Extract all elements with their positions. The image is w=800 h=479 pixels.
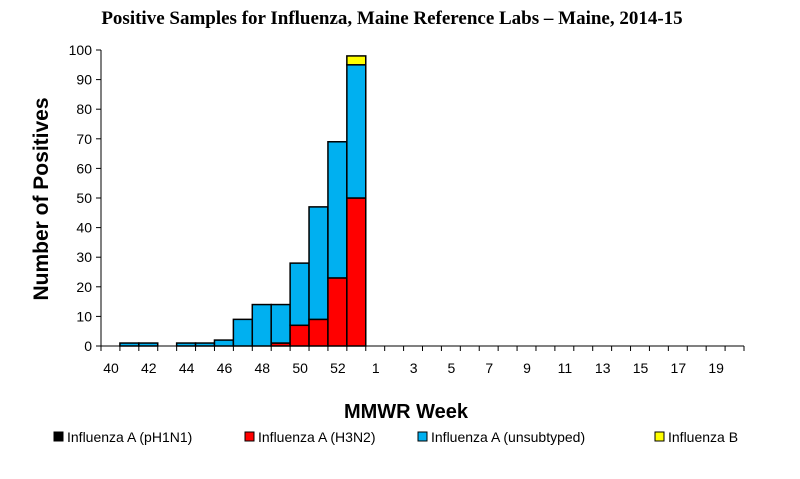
legend-label: Influenza A (pH1N1): [67, 429, 192, 445]
y-tick-label: 70: [76, 131, 92, 147]
x-tick-label: 5: [448, 360, 456, 376]
bar-segment: [213, 339, 235, 347]
x-tick-label: 46: [217, 360, 233, 376]
bar-segment: [232, 318, 254, 347]
legend-label: Influenza A (unsubtyped): [431, 429, 585, 445]
y-tick-label: 60: [76, 160, 92, 176]
x-tick-label: 3: [410, 360, 418, 376]
y-tick-label: 40: [76, 220, 92, 236]
y-tick-label: 90: [76, 72, 92, 88]
x-tick-label: 48: [255, 360, 271, 376]
x-axis-title: MMWR Week: [344, 401, 469, 423]
bar-segment: [289, 262, 310, 327]
x-tick-label: 7: [485, 360, 493, 376]
x-tick-label: 9: [523, 360, 531, 376]
legend-swatch: [417, 431, 428, 442]
y-tick-label: 50: [76, 190, 92, 206]
legend-swatch: [244, 431, 255, 442]
legend-label: Influenza A (H3N2): [258, 429, 376, 445]
x-tick-label: 52: [330, 360, 346, 376]
legend-swatch: [53, 431, 64, 442]
legend-swatch: [654, 431, 665, 442]
bar-segment: [308, 206, 329, 321]
y-tick-label: 100: [69, 42, 93, 58]
x-tick-label: 42: [141, 360, 157, 376]
y-tick-label: 30: [76, 249, 92, 265]
bar-segment: [308, 318, 329, 347]
y-tick-label: 80: [76, 101, 92, 117]
y-axis-title: Number of Positives: [30, 97, 53, 300]
bar-segment: [346, 197, 367, 347]
bar-segment: [327, 141, 348, 279]
y-tick-label: 0: [84, 338, 92, 354]
bar-segment: [346, 64, 367, 199]
x-tick-label: 15: [633, 360, 649, 376]
x-tick-label: 44: [179, 360, 195, 376]
bar-segment: [346, 55, 367, 66]
x-tick-label: 50: [292, 360, 308, 376]
x-tick-label: 19: [708, 360, 724, 376]
y-tick-label: 10: [76, 308, 92, 324]
x-tick-label: 11: [558, 360, 573, 376]
bar-segment: [289, 324, 310, 347]
x-tick-label: 40: [103, 360, 119, 376]
legend-label: Influenza B: [668, 429, 738, 445]
x-tick-label: 13: [595, 360, 611, 376]
bar-segment: [270, 303, 291, 344]
bar-segment: [251, 303, 272, 347]
y-tick-label: 20: [76, 279, 92, 295]
x-tick-label: 1: [372, 360, 380, 376]
bar-segment: [327, 277, 348, 347]
legend: Influenza A (pH1N1) Influenza A (H3N2) Inf…: [53, 429, 738, 445]
chart-title: Positive Samples for Influenza, Maine Re…: [101, 8, 682, 29]
x-tick-label: 17: [671, 360, 687, 376]
